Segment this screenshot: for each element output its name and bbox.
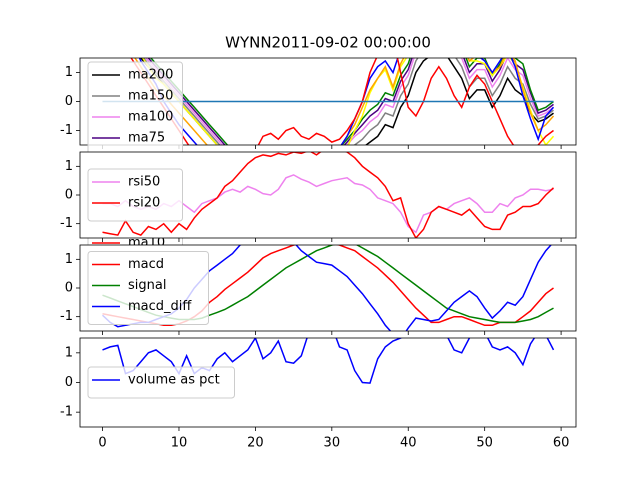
x-tick-label: 20: [247, 436, 264, 451]
y-tick-label: -1: [60, 216, 73, 231]
legend-label: ma200: [128, 68, 173, 83]
x-tick-label: 60: [553, 436, 570, 451]
x-tick-label: 30: [324, 436, 341, 451]
y-tick-label: -1: [60, 309, 73, 324]
legend: macd signal macd_diff: [87, 251, 209, 325]
legend-label: signal: [128, 278, 166, 293]
chart-title: WYNN2011-09-02 00:00:00: [225, 34, 431, 52]
legend-label: macd: [128, 257, 164, 272]
y-tick-label: 1: [65, 252, 73, 267]
legend: volume as pct: [87, 366, 235, 399]
y-tick-label: 1: [65, 345, 73, 360]
y-tick-label: -1: [60, 405, 73, 420]
legend-label: ma150: [128, 89, 173, 104]
y-tick-label: 1: [65, 159, 73, 174]
y-tick-label: 0: [65, 188, 73, 203]
x-tick-label: 40: [400, 436, 417, 451]
legend-label: ma100: [128, 110, 173, 125]
y-tick-label: 0: [65, 375, 73, 390]
legend-label: rsi50: [128, 175, 160, 190]
x-tick-label: 0: [98, 436, 106, 451]
y-tick-label: 1: [65, 65, 73, 80]
y-tick-label: -1: [60, 123, 73, 138]
series-line: [102, 152, 555, 238]
x-tick-label: 50: [476, 436, 493, 451]
y-tick-label: 0: [65, 281, 73, 296]
legend-label: rsi20: [128, 196, 160, 211]
legend: rsi50 rsi20: [87, 168, 183, 222]
legend-box: [87, 366, 235, 399]
legend-label: macd_diff: [128, 299, 192, 314]
legend-label: ma75: [128, 131, 165, 146]
x-tick-label: 10: [171, 436, 188, 451]
y-tick-label: 0: [65, 94, 73, 109]
legend-label: volume as pct: [128, 373, 220, 388]
